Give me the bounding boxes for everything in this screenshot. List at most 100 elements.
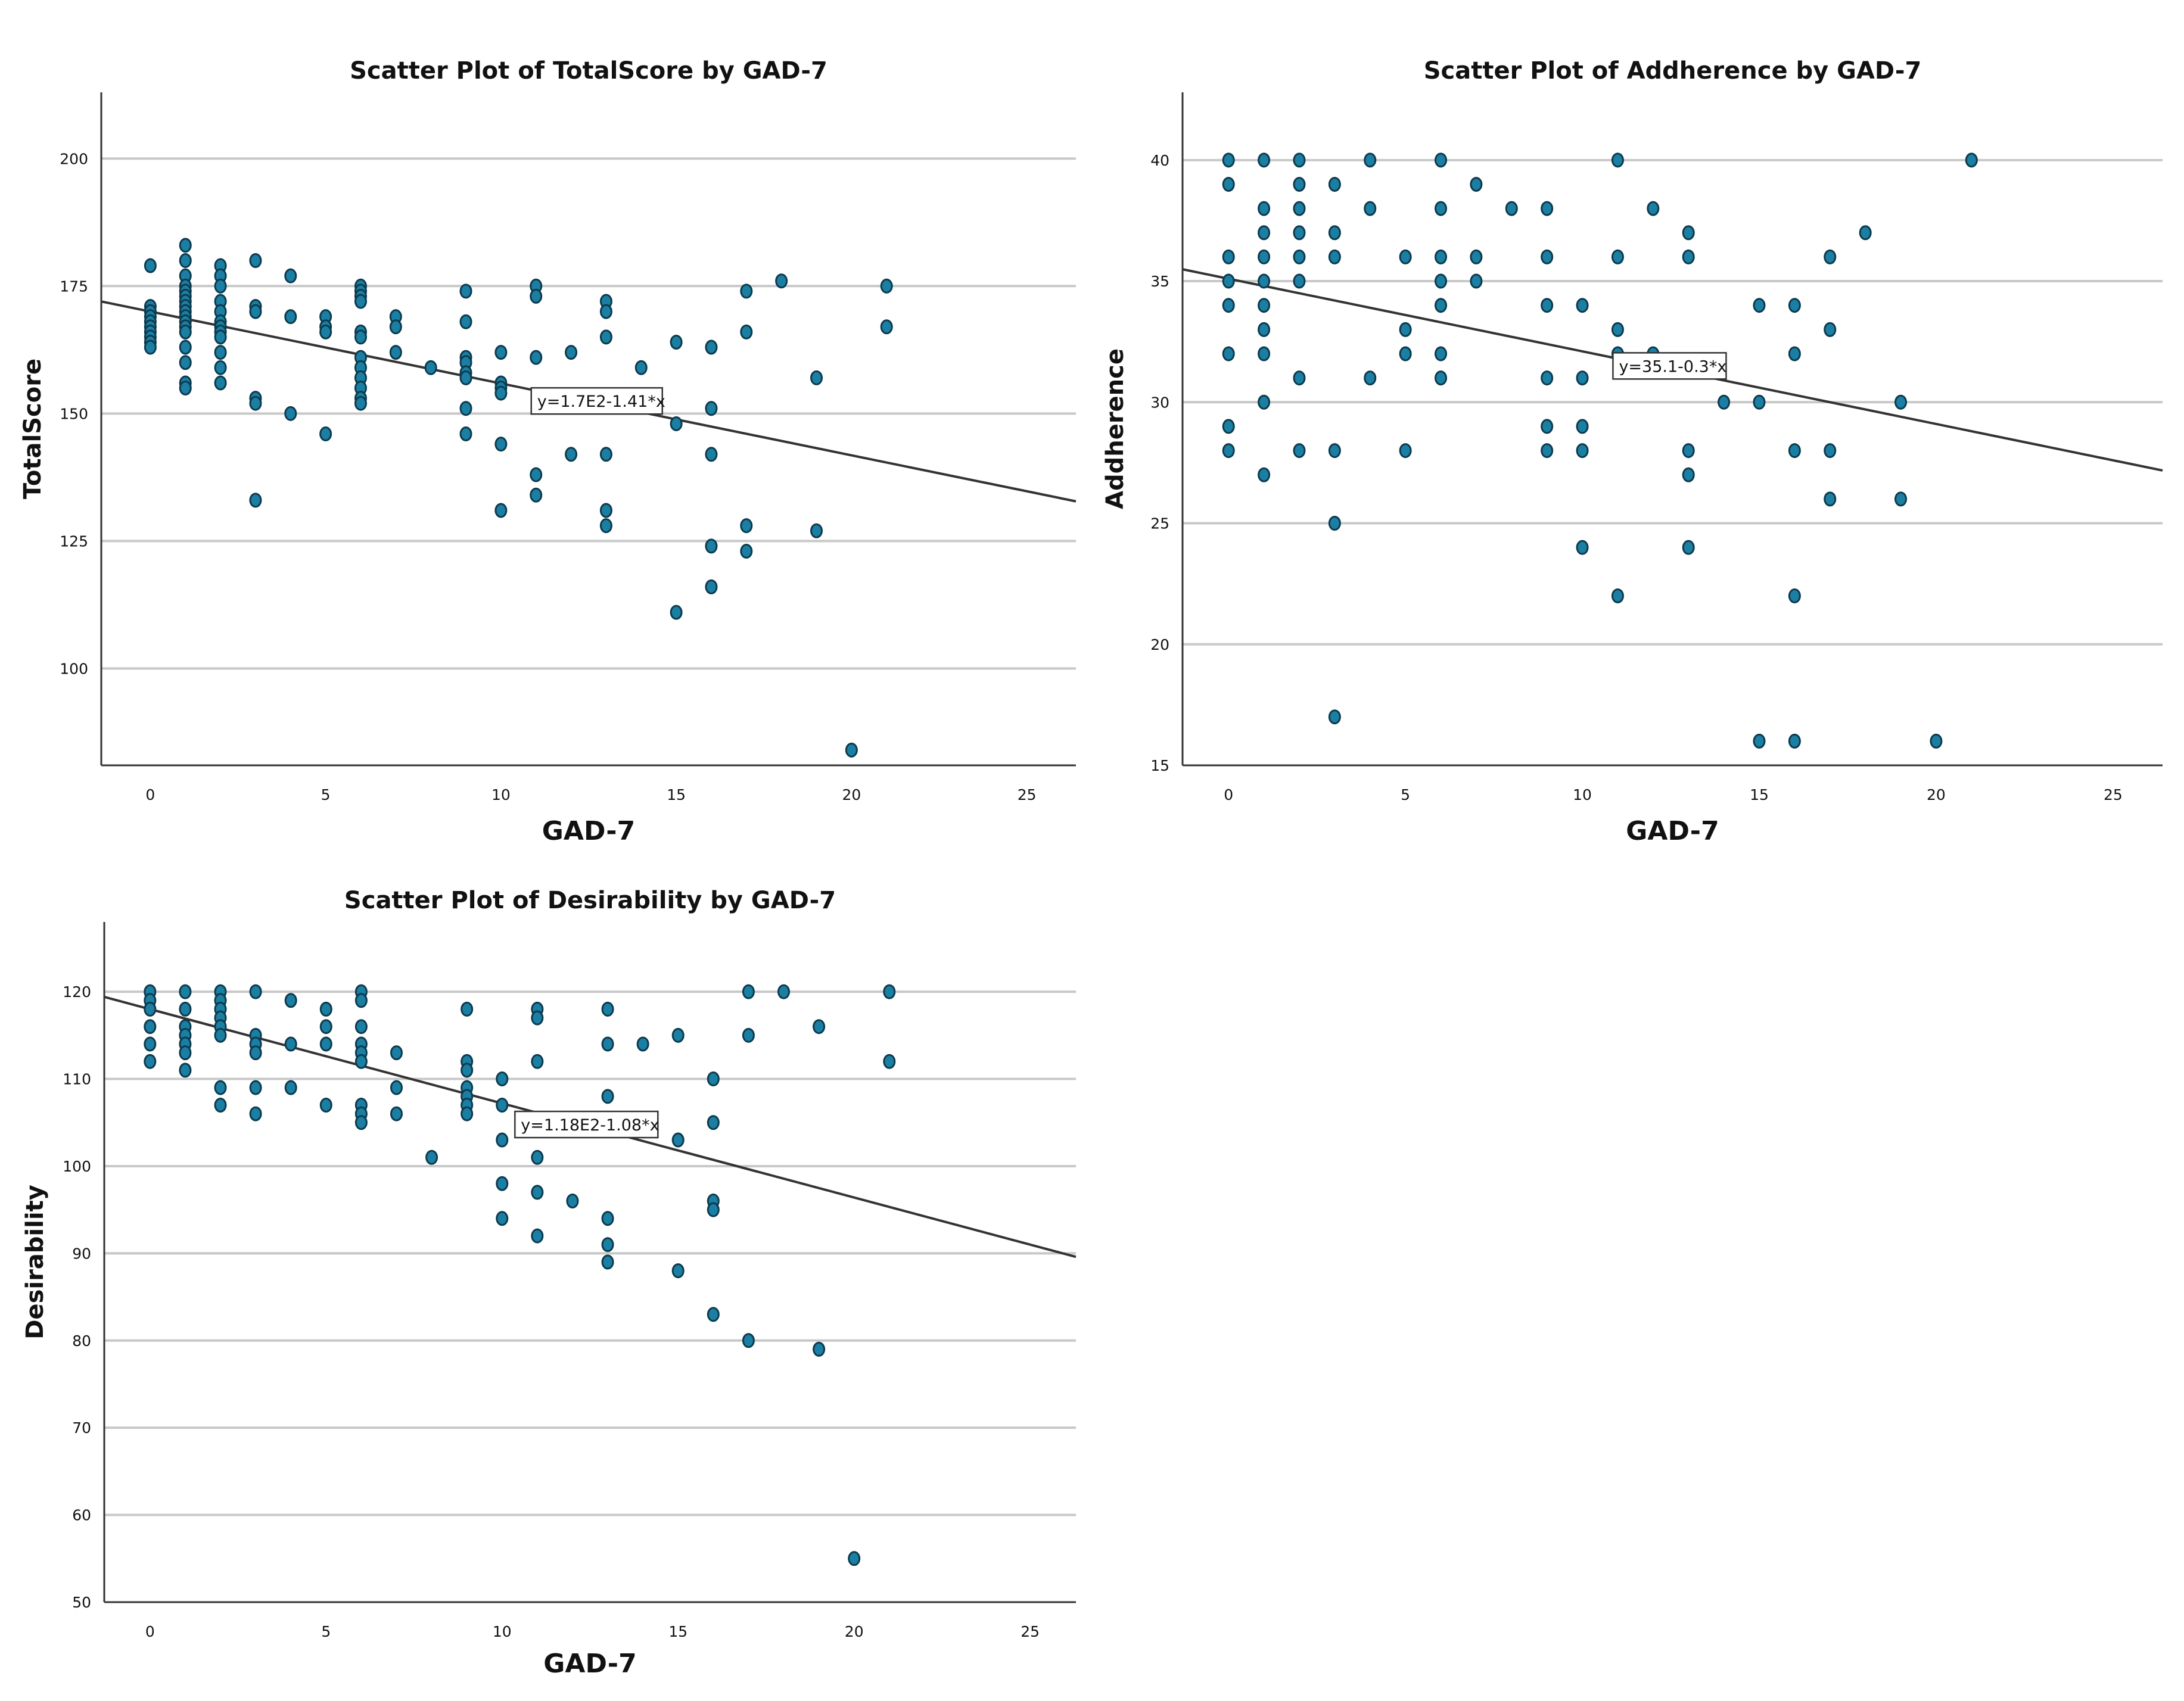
- chart-desirability: 0 5 10 15 20 25 50 60 70 80 90 100 110 120 y=1.18E2-1.…: [21, 887, 1077, 1679]
- data-point: [777, 984, 791, 999]
- data-point: [707, 1115, 720, 1130]
- data-point: [1930, 733, 1943, 749]
- y-tick-label: 15: [1150, 757, 1169, 774]
- data-point: [1611, 588, 1624, 603]
- data-point: [1258, 225, 1271, 241]
- x-tick-label: 25: [1018, 786, 1037, 803]
- data-point: [1222, 346, 1235, 362]
- equation-label: y=35.1-0.3*x: [1619, 357, 1726, 376]
- x-tick-label: 0: [145, 1623, 155, 1640]
- data-point: [319, 426, 332, 442]
- equation-box: [530, 387, 663, 415]
- data-point: [284, 1036, 297, 1052]
- data-point: [496, 1097, 509, 1113]
- data-point: [1788, 733, 1801, 749]
- data-point: [1788, 346, 1801, 362]
- data-point: [705, 538, 718, 554]
- data-point: [1611, 322, 1624, 337]
- x-tick-label: 25: [2104, 786, 2123, 803]
- data-point: [319, 1097, 332, 1113]
- y-tick-label: 120: [63, 983, 91, 1001]
- data-point: [461, 1106, 474, 1121]
- data-point: [390, 1045, 403, 1061]
- x-tick-label: 15: [667, 786, 686, 803]
- data-point: [179, 238, 192, 253]
- data-point: [1222, 249, 1235, 264]
- x-tick-label: 0: [145, 786, 155, 803]
- data-point: [1328, 443, 1341, 459]
- data-point: [354, 329, 367, 345]
- data-point: [705, 447, 718, 462]
- x-tick-label: 5: [321, 1623, 331, 1640]
- data-point: [1435, 298, 1448, 313]
- y-tick-label: 35: [1150, 273, 1169, 290]
- y-tick-label: 50: [72, 1594, 91, 1611]
- y-axis-label: Desirability: [21, 1185, 49, 1339]
- data-point: [1682, 540, 1695, 555]
- data-point: [496, 1132, 509, 1148]
- data-point: [1965, 152, 1978, 168]
- data-point: [1505, 201, 1518, 216]
- data-point: [354, 395, 367, 411]
- data-point: [707, 1202, 720, 1217]
- data-point: [1293, 249, 1306, 264]
- y-tick-label: 200: [60, 150, 88, 167]
- data-point: [390, 1106, 403, 1121]
- data-point: [1293, 176, 1306, 192]
- data-point: [1364, 201, 1377, 216]
- data-point: [179, 381, 192, 396]
- data-point: [1328, 249, 1341, 264]
- data-point: [390, 1080, 403, 1095]
- data-point: [601, 1089, 614, 1104]
- data-point: [284, 993, 297, 1008]
- data-point: [179, 324, 192, 339]
- data-point: [284, 1080, 297, 1095]
- data-point: [775, 273, 788, 289]
- data-point: [144, 339, 157, 355]
- y-axis-label: TotalScore: [19, 359, 46, 499]
- data-point: [1222, 273, 1235, 289]
- data-point: [1576, 540, 1589, 555]
- equation-box: [1612, 352, 1727, 380]
- data-point: [1894, 491, 1908, 507]
- data-point: [531, 1010, 544, 1026]
- data-point: [1435, 201, 1448, 216]
- data-point: [1753, 298, 1766, 313]
- data-point: [1435, 273, 1448, 289]
- data-point: [599, 329, 612, 345]
- data-point: [1293, 443, 1306, 459]
- data-point: [599, 304, 612, 319]
- y-tick-label: 25: [1150, 515, 1169, 532]
- data-point: [1258, 298, 1271, 313]
- equation-label: y=1.18E2-1.08*x: [521, 1116, 659, 1135]
- data-point: [1222, 443, 1235, 459]
- data-point: [354, 1019, 368, 1035]
- data-point: [1541, 419, 1554, 434]
- data-point: [1894, 394, 1908, 410]
- y-tick-label: 90: [72, 1245, 91, 1262]
- data-point: [494, 385, 508, 401]
- data-point: [742, 1027, 755, 1043]
- data-point: [1293, 152, 1306, 168]
- data-point: [636, 1036, 649, 1052]
- data-point: [845, 742, 858, 758]
- x-tick-label: 20: [1927, 786, 1946, 803]
- data-point: [461, 1001, 474, 1017]
- x-axis-label: GAD-7: [542, 816, 635, 846]
- data-point: [1718, 394, 1731, 410]
- data-point: [1611, 152, 1624, 168]
- data-point: [1258, 249, 1271, 264]
- data-point: [530, 487, 543, 503]
- data-point: [1328, 225, 1341, 241]
- data-point: [179, 339, 192, 355]
- data-point: [1788, 298, 1801, 313]
- data-point: [566, 1194, 579, 1209]
- y-tick-label: 20: [1150, 636, 1169, 653]
- data-point: [1470, 249, 1483, 264]
- data-point: [707, 1071, 720, 1087]
- data-point: [214, 278, 227, 294]
- x-tick-label: 10: [1573, 786, 1592, 803]
- data-point: [671, 1027, 685, 1043]
- data-point: [354, 993, 368, 1008]
- y-tick-label: 100: [60, 660, 88, 677]
